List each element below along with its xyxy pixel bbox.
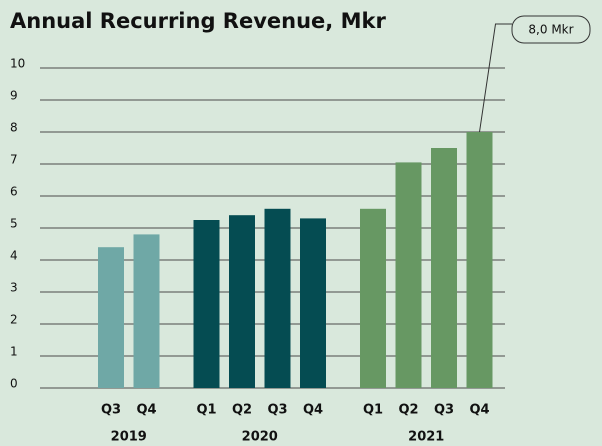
y-tick-label: 1: [10, 345, 18, 359]
x-tick-label: Q4: [303, 403, 323, 418]
bar: [466, 132, 493, 388]
annotation-box: [511, 15, 591, 44]
bar: [431, 148, 457, 388]
y-tick-label: 5: [10, 217, 18, 231]
x-tick-label: Q1: [363, 403, 383, 418]
y-tick-label: 8: [10, 121, 18, 135]
y-tick-label: 3: [10, 281, 18, 295]
annotation: 8,0 Mkr: [528, 23, 573, 37]
bar: [193, 220, 220, 388]
annotation-leader: [479, 23, 512, 133]
y-tick-label: 10: [10, 57, 25, 71]
x-tick-label: Q2: [232, 403, 252, 418]
group-label: 2020: [242, 430, 278, 445]
x-tick-label: Q2: [398, 403, 418, 418]
y-tick-label: 7: [10, 153, 18, 167]
bar: [300, 218, 326, 388]
x-tick-label: Q3: [267, 403, 287, 418]
y-tick-label: 6: [10, 185, 18, 199]
x-tick-label: Q1: [196, 403, 216, 418]
group-label: 2019: [111, 430, 147, 445]
bar: [229, 215, 255, 388]
bar: [133, 234, 160, 388]
x-tick-label: Q3: [101, 403, 121, 418]
x-tick-label: Q4: [136, 403, 156, 418]
x-tick-label: Q4: [469, 403, 489, 418]
bar: [264, 208, 291, 388]
y-tick-label: 9: [10, 89, 18, 103]
group-label: 2021: [408, 430, 444, 445]
x-tick-label: Q3: [434, 403, 454, 418]
y-tick-label: 0: [10, 377, 18, 391]
chart-title: Annual Recurring Revenue, Mkr: [10, 9, 386, 33]
y-tick-label: 4: [10, 249, 18, 263]
y-tick-label: 2: [10, 313, 18, 327]
bar: [360, 208, 386, 388]
bar: [395, 162, 422, 388]
bar: [98, 247, 124, 388]
